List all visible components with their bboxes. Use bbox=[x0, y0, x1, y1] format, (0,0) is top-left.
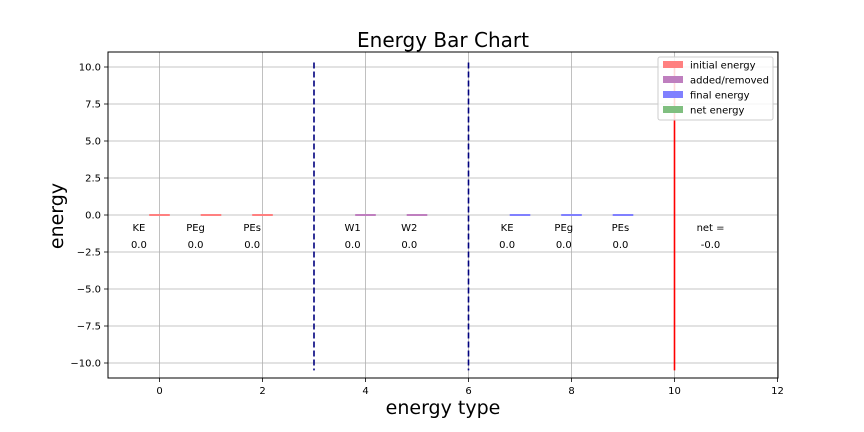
legend-swatch bbox=[663, 61, 683, 68]
y-axis-ticks: 10.0 7.5 5.0 2.5 0.0 −2.5 −5.0 −7.5 −10.0 bbox=[70, 63, 108, 370]
x-axis-ticks: 0 2 4 6 8 10 12 bbox=[156, 378, 784, 397]
bar-value-label: 0.0 bbox=[401, 240, 417, 251]
y-axis-label: energy bbox=[46, 183, 68, 249]
bar-name-label: PEg bbox=[554, 223, 573, 234]
bar-name-label: PEg bbox=[186, 223, 205, 234]
bar-name-label: KE bbox=[132, 223, 145, 234]
bar-labels: KE 0.0 PEg 0.0 PEs 0.0 W1 0.0 W2 0.0 KE 0.0 PEg 0.0 PE… bbox=[131, 223, 725, 251]
bar-name-label: W1 bbox=[345, 223, 361, 234]
x-tick-label: 6 bbox=[465, 386, 471, 397]
bar-value-label: 0.0 bbox=[244, 240, 260, 251]
legend-swatch bbox=[663, 91, 683, 98]
y-tick-label: 7.5 bbox=[85, 100, 101, 111]
bar bbox=[561, 214, 582, 216]
bar bbox=[149, 214, 170, 216]
legend-box bbox=[657, 56, 774, 121]
bar-value-label: 0.0 bbox=[345, 240, 361, 251]
x-tick-label: 8 bbox=[568, 386, 574, 397]
grid-lines bbox=[108, 52, 778, 378]
bar bbox=[355, 214, 376, 216]
bar-value-label: 0.0 bbox=[612, 240, 628, 251]
bar bbox=[200, 214, 222, 216]
bar-value-label: 0.0 bbox=[556, 240, 572, 251]
x-tick-label: 12 bbox=[771, 386, 784, 397]
legend-swatch bbox=[663, 106, 683, 113]
bar bbox=[509, 214, 531, 216]
y-tick-label: −10.0 bbox=[70, 359, 101, 370]
y-tick-label: 10.0 bbox=[79, 63, 101, 74]
legend-swatch bbox=[663, 76, 683, 83]
bar-name-label: net = bbox=[697, 223, 725, 234]
legend: initial energy added/removed final energy n… bbox=[657, 56, 774, 121]
x-tick-label: 10 bbox=[668, 386, 681, 397]
chart-title: Energy Bar Chart bbox=[357, 28, 529, 52]
bar-value-label: -0.0 bbox=[701, 240, 721, 251]
bars bbox=[149, 214, 634, 216]
y-tick-label: 2.5 bbox=[85, 174, 101, 185]
y-tick-label: −7.5 bbox=[77, 322, 101, 333]
bar bbox=[406, 214, 428, 216]
bar-value-label: 0.0 bbox=[131, 240, 147, 251]
legend-label: initial energy bbox=[690, 61, 756, 72]
y-tick-label: 0.0 bbox=[85, 211, 101, 222]
bar-name-label: W2 bbox=[401, 223, 417, 234]
legend-label: net energy bbox=[690, 106, 745, 117]
legend-label: final energy bbox=[690, 91, 750, 102]
bar-name-label: PEs bbox=[612, 223, 630, 234]
bar-value-label: 0.0 bbox=[188, 240, 204, 251]
y-tick-label: −5.0 bbox=[77, 285, 101, 296]
x-tick-label: 4 bbox=[362, 386, 368, 397]
legend-label: added/removed bbox=[690, 76, 769, 87]
bar-name-label: PEs bbox=[243, 223, 261, 234]
x-axis-label: energy type bbox=[386, 397, 501, 419]
y-tick-label: −2.5 bbox=[77, 248, 101, 259]
x-tick-label: 0 bbox=[156, 386, 162, 397]
bar bbox=[252, 214, 273, 216]
bar bbox=[612, 214, 634, 216]
y-tick-label: 5.0 bbox=[85, 137, 101, 148]
x-tick-label: 2 bbox=[259, 386, 265, 397]
bar-name-label: KE bbox=[501, 223, 514, 234]
bar-value-label: 0.0 bbox=[499, 240, 515, 251]
